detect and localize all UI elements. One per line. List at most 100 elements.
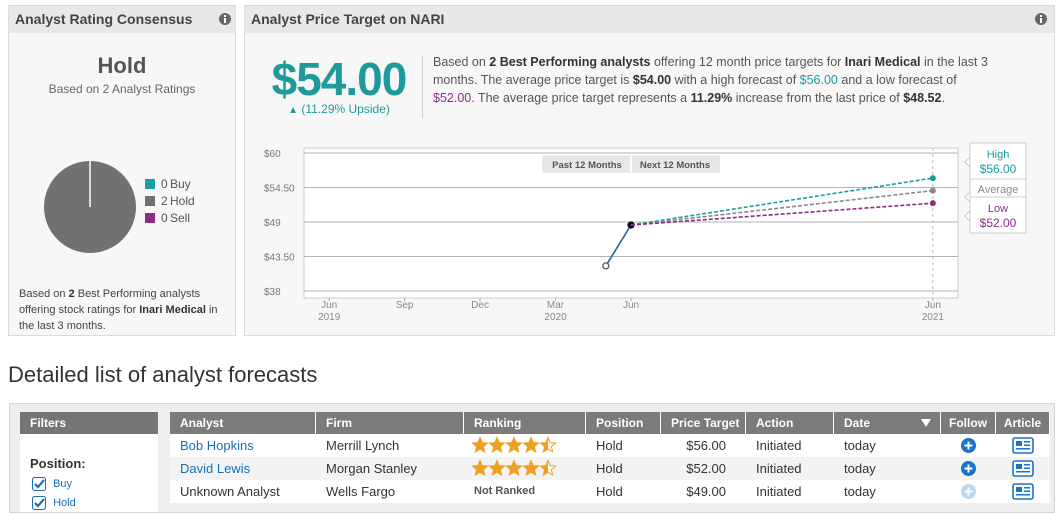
star-fill <box>540 460 548 475</box>
column-header[interactable]: Article <box>996 412 1050 434</box>
label-name: Average <box>978 184 1019 196</box>
upside: ▲ (11.29% Upside) <box>259 102 419 116</box>
x-tick-label: Mar <box>547 300 565 311</box>
star-fill <box>506 460 522 475</box>
article-button[interactable] <box>1012 483 1034 500</box>
article-icon[interactable] <box>1012 483 1034 500</box>
text-segment: 2 Best Performing analysts <box>489 55 651 69</box>
x-tick-label: Dec <box>471 300 489 311</box>
filter-option-label: Hold <box>53 496 76 509</box>
series-line <box>630 177 933 226</box>
column-header[interactable]: Analyst <box>170 412 316 434</box>
column-header[interactable]: Action <box>746 412 834 434</box>
x-tick-year: 2019 <box>318 312 341 323</box>
divider <box>422 56 423 118</box>
table-row: David Lewis Morgan Stanley Hold $52.00 Initi… <box>170 457 1050 480</box>
text-segment: Inari Medical <box>844 55 921 69</box>
info-icon[interactable] <box>1035 13 1047 25</box>
star-fill <box>472 460 488 475</box>
text-segment: $48.52 <box>903 91 942 105</box>
column-header[interactable]: Follow <box>941 412 996 434</box>
cell-action: Initiated <box>756 438 802 453</box>
text-segment: in the last 3 months. <box>19 304 218 332</box>
section-title: Detailed list of analyst forecasts <box>8 362 318 387</box>
label-value: $56.00 <box>980 162 1017 176</box>
y-tick-label: $38 <box>264 287 281 298</box>
series-line <box>605 224 632 267</box>
legend-swatch <box>145 213 155 223</box>
star <box>488 436 506 454</box>
star <box>472 436 489 454</box>
rating: Hold <box>97 53 147 78</box>
follow-button[interactable] <box>961 438 976 453</box>
price: $54.00 <box>271 53 408 105</box>
label-box <box>969 196 1027 234</box>
annotation: Next 12 Months <box>640 160 710 171</box>
article-icon[interactable] <box>1012 460 1034 477</box>
y-tick-label: $43.50 <box>264 253 295 264</box>
cell-position: Hold <box>596 461 623 476</box>
cell-analyst: Unknown Analyst <box>180 484 280 499</box>
filter-option[interactable]: Buy <box>32 477 72 491</box>
star-rating <box>472 459 557 477</box>
cell-price-target: $56.00 <box>686 438 726 453</box>
column-header[interactable]: Firm <box>316 412 464 434</box>
cell-analyst[interactable]: David Lewis <box>180 461 251 476</box>
follow-button[interactable] <box>961 461 976 476</box>
text-segment: Based on <box>433 55 490 69</box>
follow-button[interactable] <box>961 484 976 499</box>
point <box>602 262 610 270</box>
info-icon[interactable] <box>219 13 231 25</box>
star-fill <box>489 437 505 452</box>
star-fill <box>540 437 548 452</box>
follow-icon[interactable] <box>961 461 976 476</box>
point <box>929 175 936 182</box>
article-button[interactable] <box>1012 437 1034 454</box>
text-segment: Inari Medical <box>139 304 206 316</box>
column-header[interactable]: Ranking <box>464 412 586 434</box>
text-segment: 2 <box>68 288 75 300</box>
cell-analyst[interactable]: Bob Hopkins <box>180 438 254 453</box>
label-pointer <box>964 190 971 204</box>
star-fill <box>472 437 488 452</box>
article-button[interactable] <box>1012 460 1034 477</box>
label-name: High <box>987 149 1010 161</box>
text-segment: . <box>941 91 945 105</box>
label-name: Low <box>988 203 1008 215</box>
follow-icon[interactable] <box>961 484 976 499</box>
star-fill <box>506 437 522 452</box>
x-tick-year: 2020 <box>544 312 567 323</box>
column-header[interactable]: Position <box>586 412 661 434</box>
legend-label: Sell <box>170 211 190 225</box>
series-line <box>630 189 933 226</box>
table-row: Bob Hopkins Merrill Lynch Hold $56.00 Initia… <box>170 434 1050 457</box>
y-tick-label: $54.50 <box>264 184 295 195</box>
star <box>505 436 523 454</box>
filters-panel: Filters Position: Buy Hold <box>20 412 158 512</box>
legend-count: 0 <box>161 211 168 225</box>
text-segment: Based on <box>19 288 69 300</box>
filter-option[interactable]: Hold <box>32 496 76 510</box>
article-icon[interactable] <box>1012 437 1034 454</box>
description: Based on 2 Best Performing analysts offe… <box>433 53 993 107</box>
follow-icon[interactable] <box>961 438 976 453</box>
cell-firm: Wells Fargo <box>326 484 396 499</box>
legend-count: 0 <box>161 177 168 191</box>
cell-date: today <box>844 484 876 499</box>
column-header[interactable]: Price Target <box>661 412 746 434</box>
checkbox[interactable] <box>32 477 46 491</box>
text-segment: offering 12 month price targets for <box>650 55 845 69</box>
column-header[interactable]: Date <box>834 412 941 434</box>
cell-date: today <box>844 438 876 453</box>
filters-title: Filters <box>20 412 158 434</box>
cell-action: Initiated <box>756 484 802 499</box>
cell-price-target: $52.00 <box>686 461 726 476</box>
sort-arrow <box>921 419 931 427</box>
footnote: Based on 2 Best Performing analysts offe… <box>19 286 229 334</box>
star <box>488 459 506 477</box>
cell-action: Initiated <box>756 461 802 476</box>
legend-swatch <box>145 196 155 206</box>
cell-firm: Merrill Lynch <box>326 438 400 453</box>
text-segment: $52.00 <box>433 91 472 105</box>
y-tick-label: $49 <box>264 218 281 229</box>
